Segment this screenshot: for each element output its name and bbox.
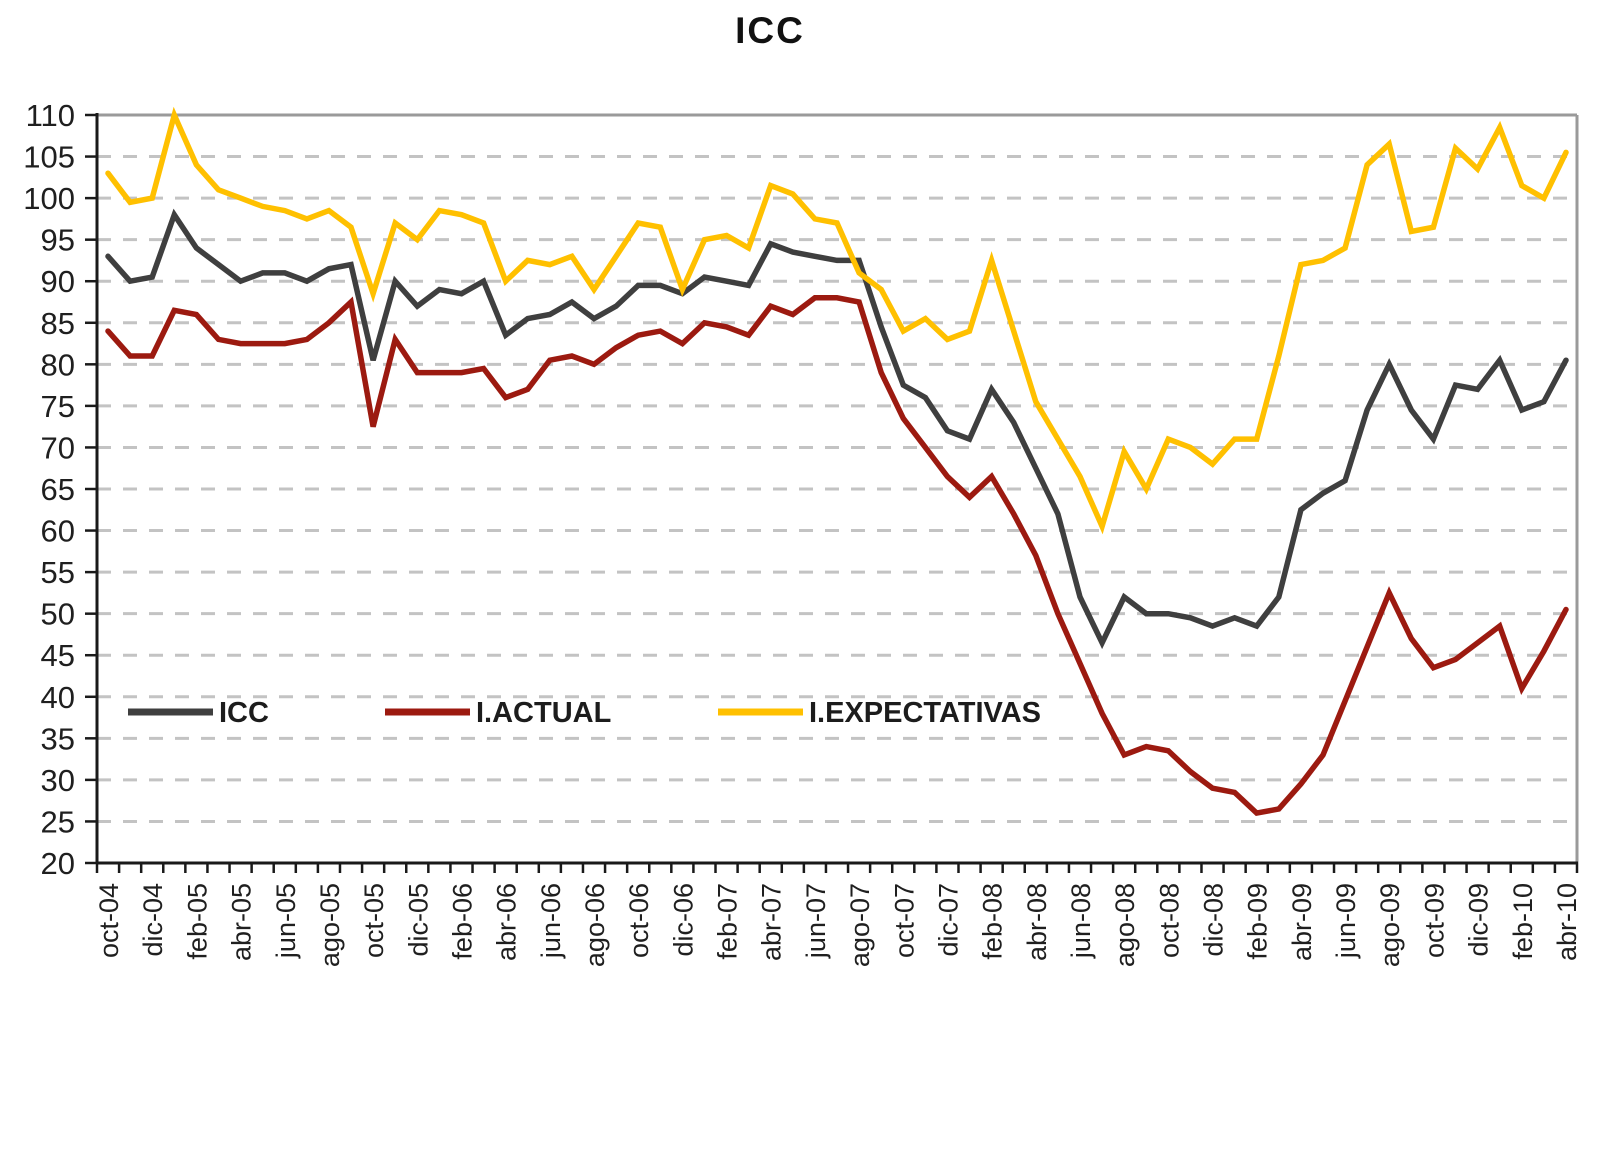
x-tick-label: ago-08: [1110, 883, 1140, 967]
y-tick-label: 100: [23, 181, 75, 216]
x-tick-label: jun-05: [271, 883, 301, 959]
y-tick-label: 95: [41, 223, 75, 258]
x-tick-label: feb-06: [447, 883, 477, 960]
series-line-i-actual: [105, 295, 1569, 817]
series-line-i-expectativas: [105, 106, 1569, 535]
series-line-icc: [105, 208, 1569, 650]
x-tick-label: oct-05: [359, 883, 389, 958]
x-tick-label: abr-07: [757, 883, 787, 961]
x-tick-label: feb-05: [182, 883, 212, 960]
y-tick-label: 25: [41, 804, 75, 839]
x-tick-label: ago-06: [580, 883, 610, 967]
x-tick-label: abr-05: [227, 883, 257, 961]
y-tick-label: 85: [41, 306, 75, 341]
x-tick-label: jun-07: [801, 883, 831, 959]
chart-title: ICC: [735, 10, 805, 51]
y-tick-label: 75: [41, 389, 75, 424]
x-tick-label: oct-07: [889, 883, 919, 958]
x-tick-label: dic-06: [668, 883, 698, 957]
x-tick-label: feb-08: [978, 883, 1008, 960]
y-tick-label: 45: [41, 638, 75, 673]
x-tick-label: dic-08: [1199, 883, 1229, 957]
x-tick-label: abr-06: [492, 883, 522, 961]
x-tick-label: dic-05: [403, 883, 433, 957]
y-tick-label: 20: [41, 846, 75, 881]
y-tick-label: 70: [41, 430, 75, 465]
x-tick-label: feb-10: [1508, 883, 1538, 960]
x-tick-label: jun-09: [1331, 883, 1361, 959]
x-tick-label: oct-08: [1154, 883, 1184, 958]
y-tick-label: 90: [41, 264, 75, 299]
y-tick-label: 35: [41, 721, 75, 756]
x-tick-label: abr-09: [1287, 883, 1317, 961]
x-tick-label: feb-09: [1243, 883, 1273, 960]
x-tick-label: abr-10: [1552, 883, 1582, 961]
legend-label-i-expectativas: I.EXPECTATIVAS: [809, 697, 1041, 729]
x-tick-label: dic-04: [138, 883, 168, 957]
x-tick-label: oct-06: [624, 883, 654, 958]
x-tick-label: ago-07: [845, 883, 875, 967]
y-tick-label: 40: [41, 680, 75, 715]
y-tick-label: 60: [41, 514, 75, 549]
legend-label-i-actual: I.ACTUAL: [476, 697, 611, 729]
legend-label-icc: ICC: [219, 697, 269, 729]
x-tick-label: abr-08: [1022, 883, 1052, 961]
x-tick-label: jun-08: [1066, 883, 1096, 959]
y-tick-label: 55: [41, 555, 75, 590]
x-tick-label: jun-06: [536, 883, 566, 959]
x-tick-label: ago-09: [1375, 883, 1405, 967]
y-tick-label: 110: [26, 98, 75, 133]
x-tick-label: feb-07: [713, 883, 743, 960]
y-tick-label: 80: [41, 347, 75, 382]
x-tick-label: dic-07: [933, 883, 963, 957]
y-tick-label: 65: [41, 472, 75, 507]
x-tick-label: oct-04: [94, 883, 124, 958]
y-tick-label: 105: [23, 140, 75, 175]
y-tick-label: 50: [41, 597, 75, 632]
y-tick-label: 30: [41, 763, 75, 798]
x-tick-label: ago-05: [315, 883, 345, 967]
x-tick-label: oct-09: [1419, 883, 1449, 958]
x-tick-label: dic-09: [1464, 883, 1494, 957]
